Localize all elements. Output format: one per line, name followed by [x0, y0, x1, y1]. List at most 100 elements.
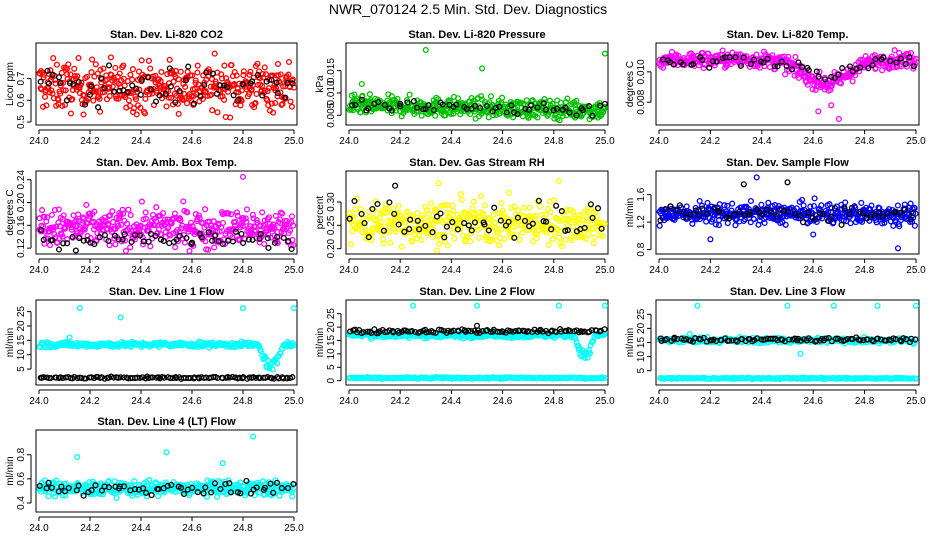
data-point: [210, 218, 217, 225]
data-point: [106, 93, 113, 100]
data-point: [381, 101, 388, 108]
y-tick-label: 0.16: [16, 215, 27, 235]
data-point: [246, 71, 253, 78]
data-point: [907, 200, 914, 207]
data-point: [896, 223, 903, 230]
data-point: [857, 217, 864, 224]
data-point: [499, 94, 506, 101]
data-point: [78, 79, 85, 86]
points-group: [346, 302, 609, 383]
data-point: [254, 60, 261, 67]
y-axis-label: ml/min: [625, 198, 636, 227]
y-tick-label: 20: [16, 320, 27, 332]
data-point: [110, 88, 117, 95]
data-point: [407, 216, 414, 223]
data-point: [912, 55, 920, 62]
data-point: [111, 232, 118, 239]
data-point: [209, 237, 216, 244]
data-point: [532, 216, 539, 223]
data-point: [204, 92, 211, 99]
data-point: [272, 85, 280, 92]
plot-frame: [35, 299, 298, 386]
outlier-point: [422, 46, 429, 54]
data-point: [75, 78, 82, 86]
x-tick-label: 24.2: [701, 136, 721, 147]
y-tick-label: 25: [326, 308, 337, 320]
data-point: [594, 205, 602, 212]
data-point: [352, 101, 359, 109]
data-point: [858, 199, 865, 206]
y-tick-label: 0.8: [636, 242, 647, 256]
x-tick-label: 24.0: [649, 136, 669, 147]
data-point: [89, 56, 96, 63]
data-point: [715, 217, 723, 224]
x-tick-label: 24.0: [29, 136, 49, 147]
y-tick-label: 15: [326, 334, 337, 346]
data-point: [600, 108, 607, 116]
data-point: [133, 111, 140, 118]
data-point: [828, 73, 835, 80]
data-point: [215, 237, 222, 245]
data-point: [699, 205, 706, 212]
data-point: [371, 217, 378, 224]
y-axis-label: Licor ppm: [5, 62, 16, 106]
y-axis-label: percent: [315, 196, 326, 230]
data-point: [347, 241, 355, 248]
data-point: [897, 55, 905, 62]
data-point: [192, 211, 199, 218]
data-point: [558, 243, 566, 250]
y-tick-label: 0.24: [16, 170, 27, 190]
points-group: [656, 302, 920, 383]
data-point: [375, 99, 382, 106]
data-point: [81, 92, 88, 99]
data-point: [144, 74, 152, 81]
figure-title: NWR_070124 2.5 Min. Std. Dev. Diagnostic…: [329, 1, 607, 17]
data-point: [711, 204, 718, 211]
data-point: [428, 200, 435, 207]
data-point: [807, 203, 814, 210]
data-point: [901, 206, 908, 213]
y-tick-label: 1.6: [636, 187, 647, 201]
data-point: [221, 62, 228, 69]
points-group: [36, 433, 297, 502]
data-point: [166, 65, 173, 72]
data-point: [795, 59, 802, 66]
data-point: [192, 79, 199, 87]
data-point: [585, 230, 592, 238]
data-point: [704, 199, 711, 206]
y-axis-label: ml/min: [5, 328, 16, 357]
data-point: [526, 112, 533, 119]
data-point: [838, 221, 845, 228]
data-point: [386, 199, 393, 206]
data-point: [703, 218, 710, 225]
data-point: [433, 206, 440, 213]
data-point: [118, 221, 125, 228]
data-point: [433, 213, 441, 220]
x-tick-label: 24.6: [182, 523, 202, 534]
data-point: [668, 48, 676, 55]
data-point: [813, 68, 820, 75]
outlier-point: [753, 174, 760, 181]
data-point: [432, 112, 439, 119]
y-tick-label: 0: [326, 377, 337, 383]
data-point: [471, 210, 478, 217]
data-point: [472, 102, 479, 110]
x-tick-label: 25.0: [284, 523, 304, 534]
data-point: [812, 216, 819, 223]
data-point: [251, 227, 258, 234]
data-point: [132, 96, 140, 103]
data-point: [753, 51, 760, 58]
data-point: [122, 247, 129, 255]
data-point: [116, 70, 123, 77]
data-point: [101, 85, 108, 92]
data-point: [219, 240, 226, 248]
data-point: [45, 80, 52, 87]
data-point: [819, 210, 827, 218]
outlier-point: [473, 322, 481, 329]
data-point: [120, 62, 127, 69]
data-point: [190, 100, 197, 107]
data-point: [477, 104, 484, 112]
data-point: [485, 227, 492, 234]
data-point: [150, 86, 157, 93]
